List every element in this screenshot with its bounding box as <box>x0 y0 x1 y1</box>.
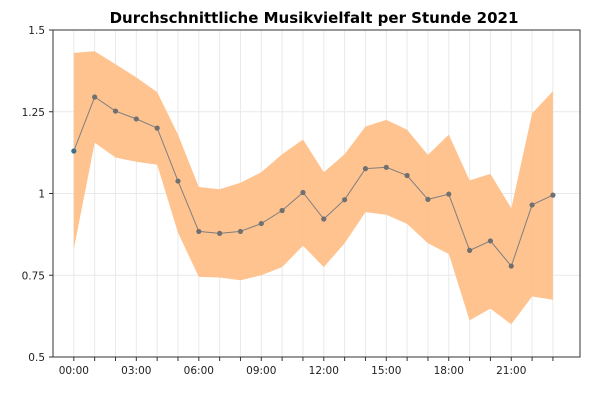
series-line-layer <box>71 94 556 269</box>
data-point <box>342 197 348 203</box>
data-point <box>467 247 473 253</box>
data-point <box>321 216 327 222</box>
data-point <box>258 220 264 227</box>
data-point <box>487 238 494 244</box>
x-tick-label: 12:00 <box>309 365 339 377</box>
data-point <box>133 116 139 122</box>
x-tick-label: 18:00 <box>434 365 464 377</box>
x-tick-label: 09:00 <box>246 365 276 377</box>
data-point <box>404 172 410 179</box>
series-line <box>73 96 554 268</box>
confidence-band <box>73 51 553 325</box>
y-tick-label: 1.25 <box>22 107 45 119</box>
data-point <box>425 196 431 202</box>
data-point <box>362 166 369 172</box>
data-point <box>175 178 181 184</box>
x-tick-label: 15:00 <box>371 365 401 377</box>
y-tick-label: 0.75 <box>22 270 45 282</box>
data-point <box>529 202 535 208</box>
data-point <box>300 189 306 196</box>
data-point <box>112 108 119 114</box>
data-point <box>279 207 285 214</box>
x-tick-label: 03:00 <box>121 365 151 377</box>
confidence-band-layer <box>73 51 553 325</box>
x-tick-label: 00:00 <box>59 365 89 377</box>
data-point <box>217 230 223 236</box>
data-point <box>154 125 160 131</box>
x-tick-label: 21:00 <box>496 365 526 377</box>
data-point <box>383 164 389 170</box>
data-point <box>71 148 77 154</box>
chart-title: Durchschnittliche Musikvielfalt per Stun… <box>110 9 519 27</box>
y-tick-label: 1.5 <box>28 25 45 37</box>
data-point <box>550 192 556 198</box>
data-point <box>446 191 452 197</box>
tick-label-layer: 00:00 03:00 06:00 09:00 12:00 15:00 18:00 21:00… <box>22 25 527 377</box>
x-tick-label: 06:00 <box>184 365 214 377</box>
data-point <box>508 263 514 269</box>
y-tick-label: 1 <box>38 189 45 201</box>
data-point <box>92 94 98 100</box>
axis-layer <box>49 29 581 361</box>
data-point <box>196 228 202 235</box>
y-tick-label: 0.5 <box>28 352 45 364</box>
data-point <box>237 228 244 235</box>
